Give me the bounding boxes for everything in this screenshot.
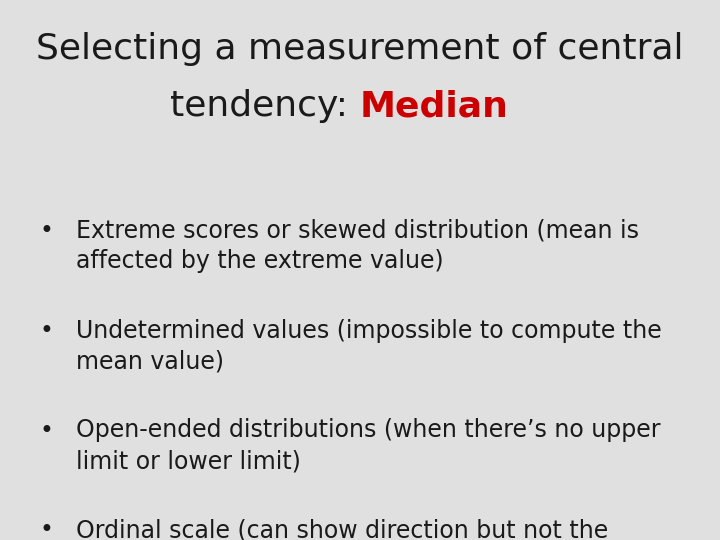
Text: Ordinal scale (can show direction but not the
distance): Ordinal scale (can show direction but no…	[76, 518, 608, 540]
Text: Median: Median	[360, 89, 509, 123]
Text: •: •	[40, 319, 54, 342]
Text: •: •	[40, 219, 54, 242]
Text: tendency:: tendency:	[171, 89, 360, 123]
Text: Open-ended distributions (when there’s no upper
limit or lower limit): Open-ended distributions (when there’s n…	[76, 418, 660, 473]
Text: Extreme scores or skewed distribution (mean is
affected by the extreme value): Extreme scores or skewed distribution (m…	[76, 219, 639, 273]
Text: Undetermined values (impossible to compute the
mean value): Undetermined values (impossible to compu…	[76, 319, 662, 373]
Text: •: •	[40, 418, 54, 442]
Text: Selecting a measurement of central: Selecting a measurement of central	[36, 32, 684, 66]
Text: •: •	[40, 518, 54, 540]
